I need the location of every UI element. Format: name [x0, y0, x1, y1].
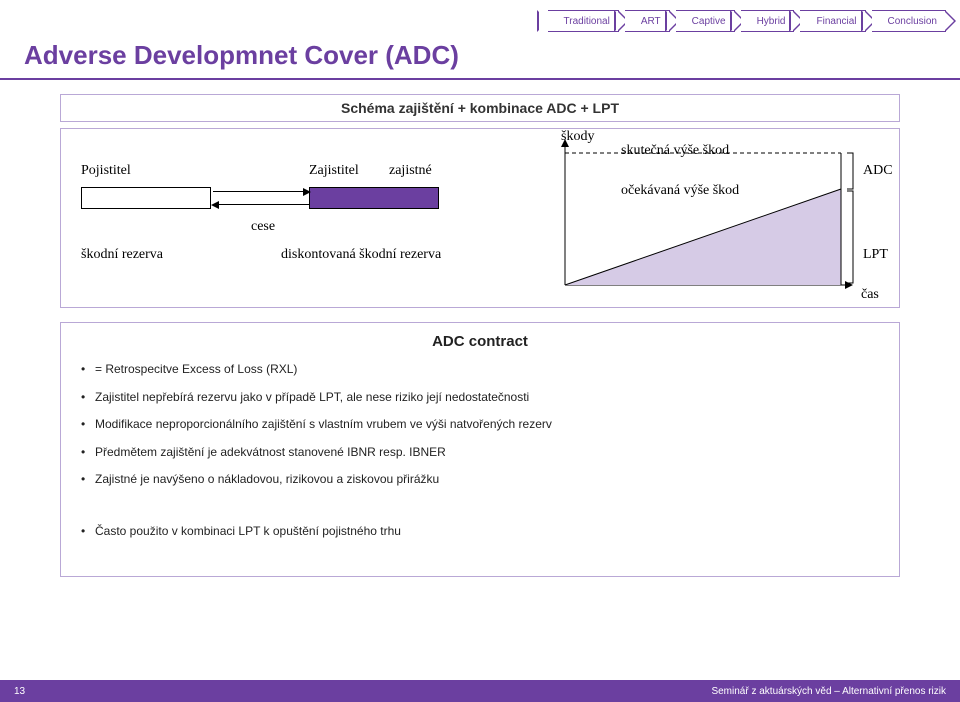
nav-label: Traditional — [564, 16, 610, 27]
nav-label: Captive — [692, 16, 726, 27]
diagram-title: Schéma zajištění + kombinace ADC + LPT — [341, 100, 619, 116]
list-item: Často použito v kombinaci LPT k opuštění… — [81, 524, 883, 540]
title-rule — [0, 78, 960, 80]
arrowhead-left-icon — [211, 201, 219, 209]
nav-label: ART — [641, 16, 661, 27]
nav-art[interactable]: ART — [625, 10, 670, 32]
nav-traditional[interactable]: Traditional — [548, 10, 619, 32]
page-title: Adverse Developmnet Cover (ADC) — [24, 40, 459, 71]
diagram-title-bar: Schéma zajištění + kombinace ADC + LPT — [60, 94, 900, 122]
schema-diagram: Pojistitel Zajistitel zajistné cese škod… — [60, 128, 900, 308]
loss-chart — [531, 135, 891, 303]
label-pojistitel: Pojistitel — [81, 163, 131, 179]
label-zajistitel: Zajistitel — [309, 163, 359, 179]
list-item: Modifikace neproporcionálního zajištění … — [81, 417, 883, 433]
adc-contract-box: ADC contract = Retrospecitve Excess of L… — [60, 322, 900, 577]
chart-lpt-label: LPT — [863, 247, 888, 263]
list-item: Zajistné je navýšeno o nákladovou, rizik… — [81, 472, 883, 488]
nav-conclusion[interactable]: Conclusion — [872, 10, 946, 32]
label-zajistne: zajistné — [389, 163, 432, 179]
box2-heading: ADC contract — [77, 333, 883, 350]
box-zajistitel — [309, 187, 439, 209]
nav-label: Financial — [816, 16, 856, 27]
box-pojistitel — [81, 187, 211, 209]
chart-y-label: škody — [561, 129, 594, 145]
nav-label: Hybrid — [757, 16, 786, 27]
nav-hybrid[interactable]: Hybrid — [741, 10, 795, 32]
bullet-list-a: = Retrospecitve Excess of Loss (RXL) Zaj… — [77, 362, 883, 488]
breadcrumb: Traditional ART Captive Hybrid Financial… — [542, 10, 946, 32]
arrow-bottom — [217, 204, 309, 205]
chart-top-line-label: skutečná výše škod — [621, 143, 729, 159]
nav-captive[interactable]: Captive — [676, 10, 735, 32]
list-item: Předmětem zajištění je adekvátnost stano… — [81, 445, 883, 461]
chart-x-label: čas — [861, 287, 879, 303]
chart-mid-line-label: očekávaná výše škod — [621, 183, 739, 199]
chart-adc-label: ADC — [863, 163, 893, 179]
nav-financial[interactable]: Financial — [800, 10, 865, 32]
list-item: Zajistitel nepřebírá rezervu jako v příp… — [81, 390, 883, 406]
page-number: 13 — [14, 686, 25, 697]
nav-label: Conclusion — [888, 16, 937, 27]
list-item: = Retrospecitve Excess of Loss (RXL) — [81, 362, 883, 378]
label-left-reserve: škodní rezerva — [81, 247, 163, 263]
arrowhead-right-icon — [303, 188, 311, 196]
label-right-reserve: diskontovaná škodní rezerva — [281, 247, 441, 263]
label-cese: cese — [251, 219, 275, 235]
arrow-top — [213, 191, 305, 192]
footer-bar: 13 Seminář z aktuárských věd – Alternati… — [0, 680, 960, 702]
bullet-list-b: Často použito v kombinaci LPT k opuštění… — [77, 524, 883, 540]
footer-right-text: Seminář z aktuárských věd – Alternativní… — [711, 686, 946, 697]
